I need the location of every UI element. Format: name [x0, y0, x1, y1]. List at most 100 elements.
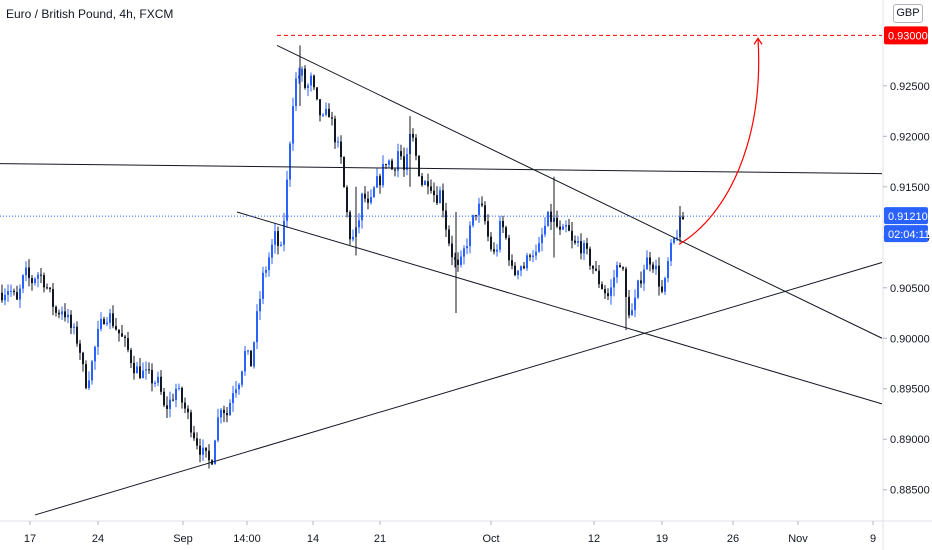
candle-body	[595, 268, 597, 271]
candle-body	[610, 287, 612, 297]
candle-body	[394, 169, 396, 171]
candle-body	[229, 403, 231, 416]
candle-body	[589, 248, 591, 266]
candle-body	[208, 450, 210, 461]
candle-body	[115, 326, 117, 330]
time-tick-label: Nov	[788, 533, 808, 545]
candle-body	[547, 211, 549, 226]
candle-body	[265, 270, 267, 273]
candle-body	[214, 440, 216, 465]
candle-body	[235, 389, 237, 394]
candle-body	[436, 195, 438, 204]
candle-body	[418, 155, 420, 177]
candle-body	[139, 366, 141, 378]
candle-body	[286, 179, 288, 221]
candle-body	[19, 288, 21, 300]
time-tick-label: 24	[92, 533, 104, 545]
candle-body	[667, 261, 669, 279]
candle-body	[481, 203, 483, 206]
candle-body	[7, 291, 9, 295]
candle-body	[202, 447, 204, 455]
candle-body	[37, 274, 39, 279]
candle-body	[94, 346, 96, 362]
candle-body	[298, 75, 300, 79]
candle-body	[130, 349, 132, 363]
time-axis[interactable]: 17 24 Sep 14:00 14 21 Oct 12 19 26 Nov 9	[0, 520, 932, 545]
candle-body	[232, 393, 234, 404]
candle-body	[379, 176, 381, 186]
candle-body	[34, 278, 36, 284]
candle-body	[403, 156, 405, 170]
candle-body	[415, 137, 417, 156]
candle-body	[334, 118, 336, 143]
candle-body	[442, 190, 444, 211]
candle-body	[91, 361, 93, 381]
candle-body	[370, 197, 372, 203]
candle-body	[670, 242, 672, 262]
candle-body	[259, 298, 261, 312]
candle-body	[163, 391, 165, 406]
symbol-title[interactable]: Euro / British Pound, 4h, FXCM	[6, 7, 174, 21]
candle-body	[559, 226, 561, 230]
candle-body	[178, 388, 180, 390]
candle-body	[673, 238, 675, 243]
candle-body	[571, 230, 573, 241]
trendline-lower-channel	[236, 211, 883, 405]
candle-body	[523, 266, 525, 269]
candle-body	[322, 114, 324, 116]
price-axis[interactable]: 0.925000.920000.915000.910000.905000.900…	[882, 0, 930, 550]
candle-body	[646, 257, 648, 270]
candle-body	[274, 231, 276, 245]
candle-body	[25, 267, 27, 276]
candle-body	[52, 289, 54, 307]
candle-body	[241, 371, 243, 385]
candle-body	[244, 351, 246, 372]
time-tick-label: 14:00	[233, 533, 261, 545]
candle-body	[454, 257, 456, 260]
candle-body	[193, 432, 195, 439]
price-tick-label: 0.91500	[890, 182, 930, 194]
candle-body	[319, 99, 321, 116]
candle-body	[532, 255, 534, 257]
candle-body	[4, 294, 6, 301]
candle-body	[331, 117, 333, 119]
candle-body	[10, 290, 12, 292]
trendline-horizontal	[0, 163, 883, 175]
candle-body	[469, 225, 471, 247]
candle-body	[223, 409, 225, 414]
candle-body	[412, 133, 414, 138]
candle-body	[607, 293, 609, 297]
candle-body	[652, 264, 654, 270]
time-tick-label: 14	[307, 533, 319, 545]
candle-body	[346, 187, 348, 213]
candle-body	[364, 193, 366, 199]
candle-body	[658, 265, 660, 287]
candle-body	[238, 384, 240, 390]
candle-body	[1, 292, 3, 301]
candle-body	[487, 221, 489, 237]
candle-body	[541, 234, 543, 244]
time-tick-label: Oct	[482, 533, 499, 545]
currency-button[interactable]: GBP	[893, 4, 923, 23]
candle-body	[358, 220, 360, 228]
candle-body	[640, 280, 642, 284]
candle-body	[619, 265, 621, 268]
candle-body	[226, 413, 228, 416]
price-tick-label: 0.90500	[890, 283, 930, 295]
candle-body	[199, 445, 201, 455]
candle-body	[292, 106, 294, 144]
candle-body	[145, 369, 147, 371]
candle-body	[166, 405, 168, 409]
time-tick-label: 21	[374, 533, 386, 545]
price-tick-label: 0.89500	[890, 384, 930, 396]
candle-body	[289, 143, 291, 180]
candle-body	[181, 388, 183, 403]
candle-body	[427, 181, 429, 187]
time-tick-label: 9	[870, 533, 876, 545]
candle-body	[64, 311, 66, 318]
candle-body	[85, 364, 87, 388]
candle-body	[184, 402, 186, 409]
candle-body	[49, 287, 51, 290]
